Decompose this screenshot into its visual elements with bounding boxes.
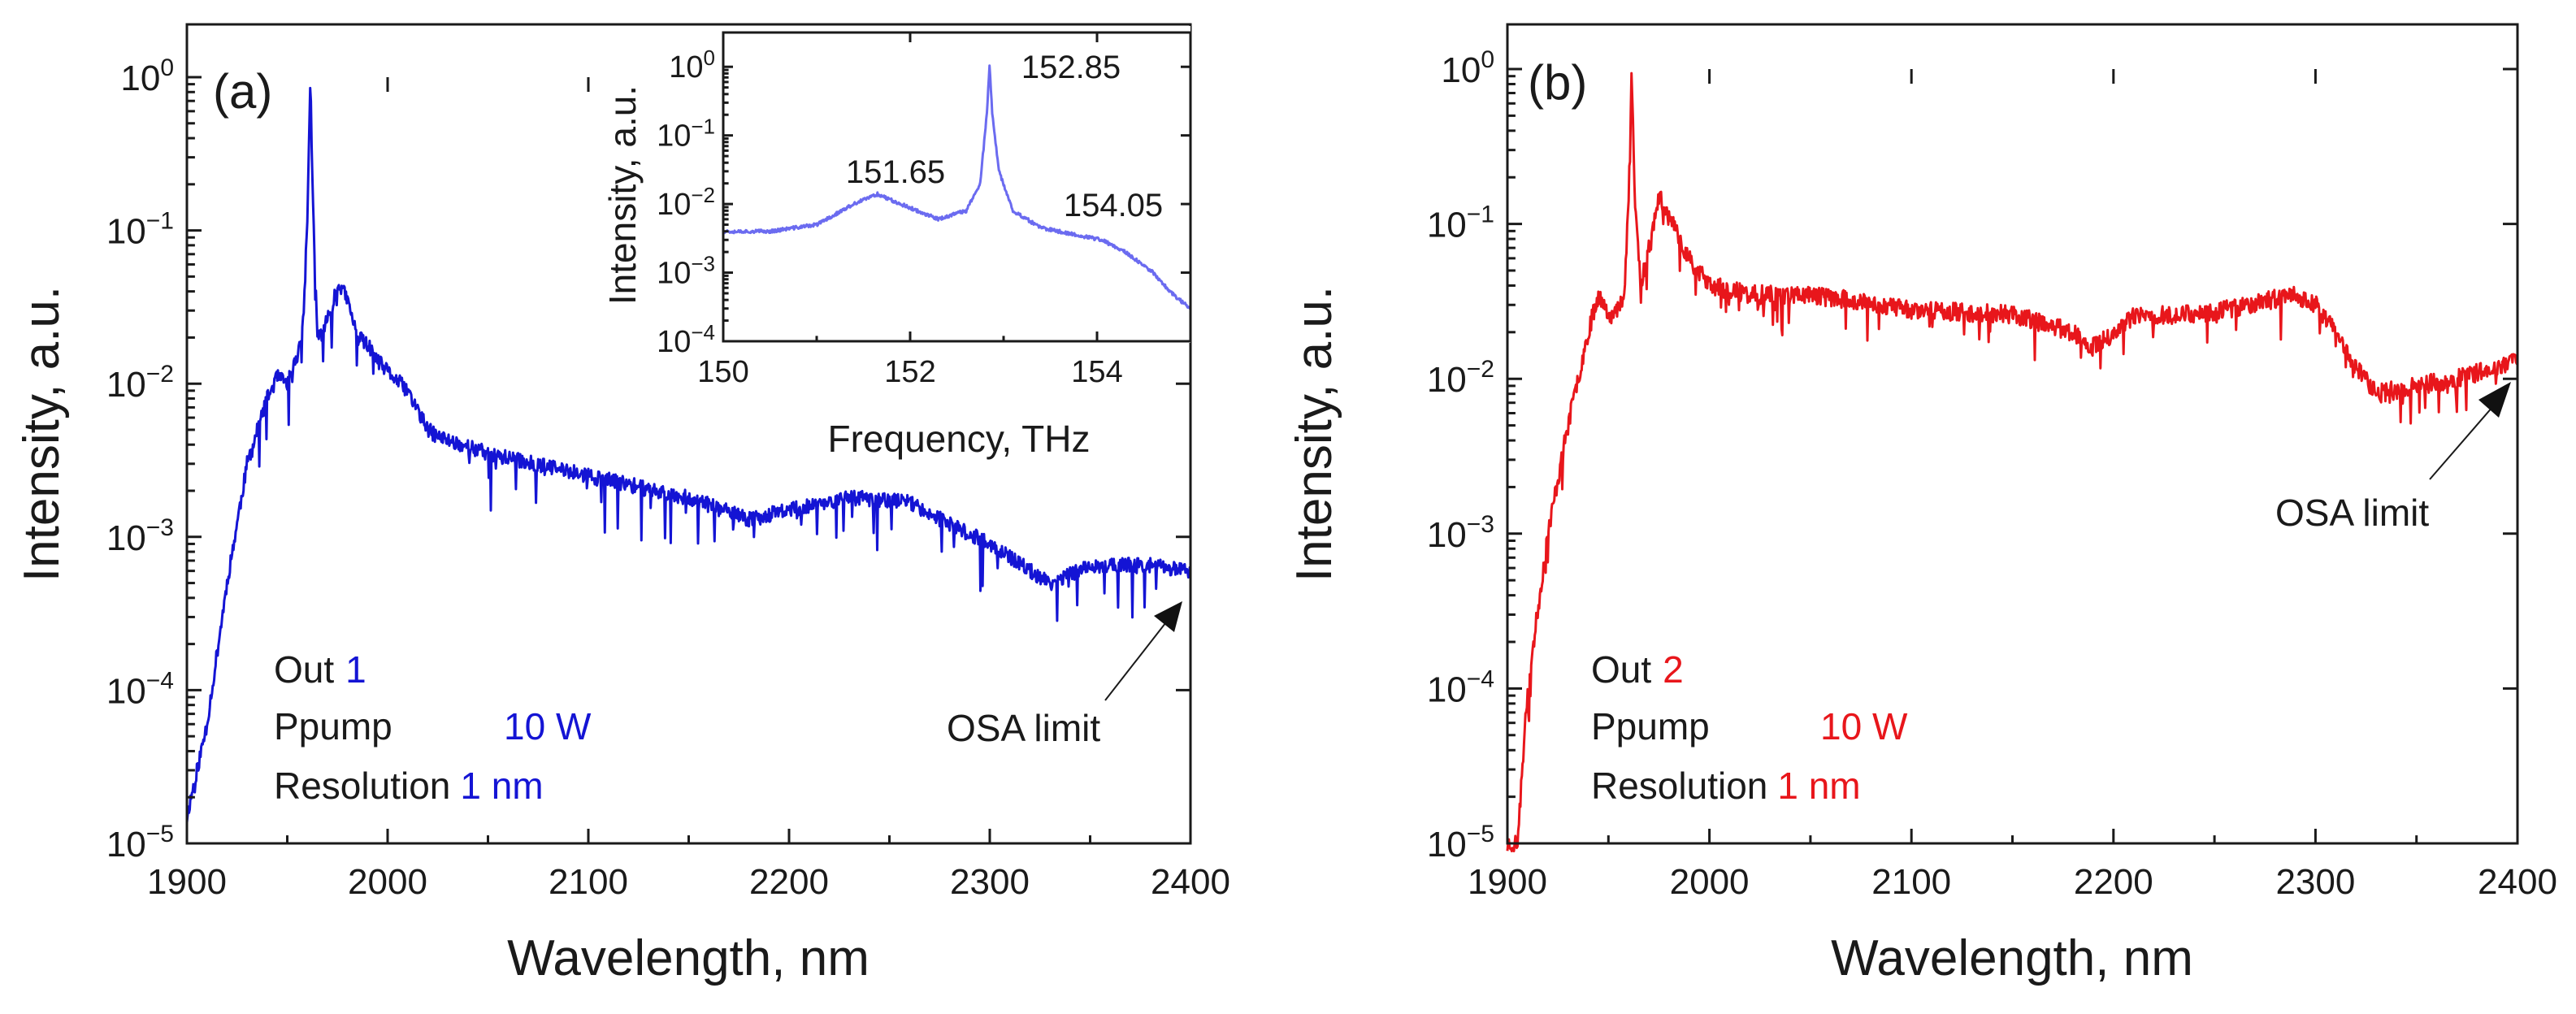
panel-a-x-axis-title: Wavelength, nm [507,930,870,986]
panel-a-osa-limit: OSA limit [947,707,1100,749]
panel-b-y-ticks: 100 10−1 10−2 10−3 10−4 10−5 [1427,46,2517,864]
panel-a-ppump-value: 10 W [504,705,592,748]
panel-b-label: (b) [1528,55,1587,110]
panel-b-traces [1506,72,2519,852]
panel-b-osa-arrow-line [2429,405,2494,480]
panel-a-x-tick-label: 1900 [147,862,227,902]
panel-a-x-tick-label: 2200 [749,862,829,902]
panel-b-res-row: Resolution 1 nm [1591,765,1861,807]
panel-b-y-tick-label: 100 [1441,46,1494,90]
panel-a-x-tick-label: 2100 [549,862,628,902]
panel-a-out-row: Out 1 [274,648,366,691]
panel-b-y-tick-label: 10−5 [1427,821,1494,864]
panel-b-y-tick-label: 10−2 [1427,356,1494,400]
panel-a-out-value: 1 [345,648,366,691]
panel-b-x-ticks: 1900 2000 2100 2200 2300 2400 [1468,69,2557,902]
panel-b-y-tick-label: 10−4 [1427,665,1494,709]
inset-x-axis-title: Frequency, THz [828,418,1091,460]
inset-peak-label-3: 154.05 [1064,188,1163,223]
panel-a-inset: 150 152 154 100 10−1 10−2 10−3 10−4 Frequency,… [601,26,1192,460]
panel-a-trace-out-1 [185,86,1192,823]
panel-a-out-label: Out [274,648,334,691]
inset-y-tick-label: 10−4 [657,320,715,359]
inset-y-axis-title: Intensity, a.u. [601,85,644,305]
panel-a-y-tick-label: 10−1 [106,208,174,252]
panel-a-y-ticks: 100 10−1 10−2 10−3 10−4 10−5 [106,54,1190,864]
panel-b-res-label: Resolution [1591,765,1767,807]
panel-b-res-value: 1 nm [1777,765,1860,807]
panel-a-y-tick-label: 10−5 [106,821,174,864]
panel-b-out-row: Out 2 [1591,648,1684,691]
panel-a-x-tick-label: 2300 [950,862,1030,902]
panel-a-y-tick-label: 10−4 [106,667,174,711]
inset-frame [722,31,1192,343]
panel-a-res-label: Resolution [274,765,450,807]
panel-a-x-tick-label: 2400 [1151,862,1230,902]
inset-x-tick-label: 152 [884,355,935,389]
panel-b-x-tick-label: 2200 [2074,862,2153,902]
inset-x-ticks: 150 152 154 [697,32,1123,389]
panel-b-osa-limit: OSA limit [2275,492,2429,534]
inset-y-tick-label: 10−1 [657,115,715,154]
panel-b-x-tick-label: 1900 [1468,862,1547,902]
inset-y-tick-label: 100 [669,46,715,84]
panel-b-x-tick-label: 2000 [1670,862,1750,902]
inset-y-tick-label: 10−2 [657,183,715,222]
panel-b-ppump-value: 10 W [1820,705,1908,748]
panel-a-y-tick-label: 100 [120,54,174,98]
panel-b-trace-out-2 [1506,72,2519,852]
panel-a-res-value: 1 nm [460,765,543,807]
inset-trace [722,64,1192,310]
inset-y-ticks: 100 10−1 10−2 10−3 10−4 [657,46,1190,359]
panel-b-y-tick-label: 10−3 [1427,511,1494,555]
panel-b-out-label: Out [1591,648,1651,691]
inset-x-tick-label: 154 [1071,355,1122,389]
panel-a-ppump-label: Ppump [274,705,392,748]
panel-a-osa-arrow-line [1104,618,1169,701]
panel-a: 1900 2000 2100 2200 2300 2400 100 10−1 10−2 10−3… [14,23,1230,986]
panel-b: 1900 2000 2100 2200 2300 2400 100 10−1 10−2 10−3… [1286,23,2557,986]
panel-a-y-axis-title: Intensity, a.u. [14,286,70,582]
inset-traces [722,64,1192,310]
inset-background [715,26,1190,343]
panel-a-x-ticks: 1900 2000 2100 2200 2300 2400 [147,77,1230,902]
panel-b-y-tick-label: 10−1 [1427,202,1494,245]
panel-b-osa-arrowhead [2478,382,2511,418]
panel-a-traces [185,86,1192,823]
panel-a-label: (a) [213,64,272,119]
panel-a-x-tick-label: 2000 [348,862,427,902]
panel-b-out-value: 2 [1663,648,1684,691]
panel-a-osa-arrowhead [1154,601,1182,632]
inset-peak-label-2: 152.85 [1021,50,1121,85]
panel-b-ppump-label: Ppump [1591,705,1710,748]
panel-b-y-axis-title: Intensity, a.u. [1286,286,1342,582]
panel-b-x-tick-label: 2100 [1871,862,1951,902]
panel-b-x-tick-label: 2300 [2275,862,2355,902]
inset-x-tick-label: 150 [697,355,748,389]
panel-a-y-tick-label: 10−2 [106,361,174,405]
inset-peak-label-1: 151.65 [846,154,945,190]
inset-y-tick-label: 10−3 [657,252,715,291]
panel-b-x-tick-label: 2400 [2478,862,2557,902]
panel-b-x-axis-title: Wavelength, nm [1831,930,2193,986]
panel-a-y-tick-label: 10−3 [106,514,174,558]
panel-a-res-row: Resolution 1 nm [274,765,544,807]
